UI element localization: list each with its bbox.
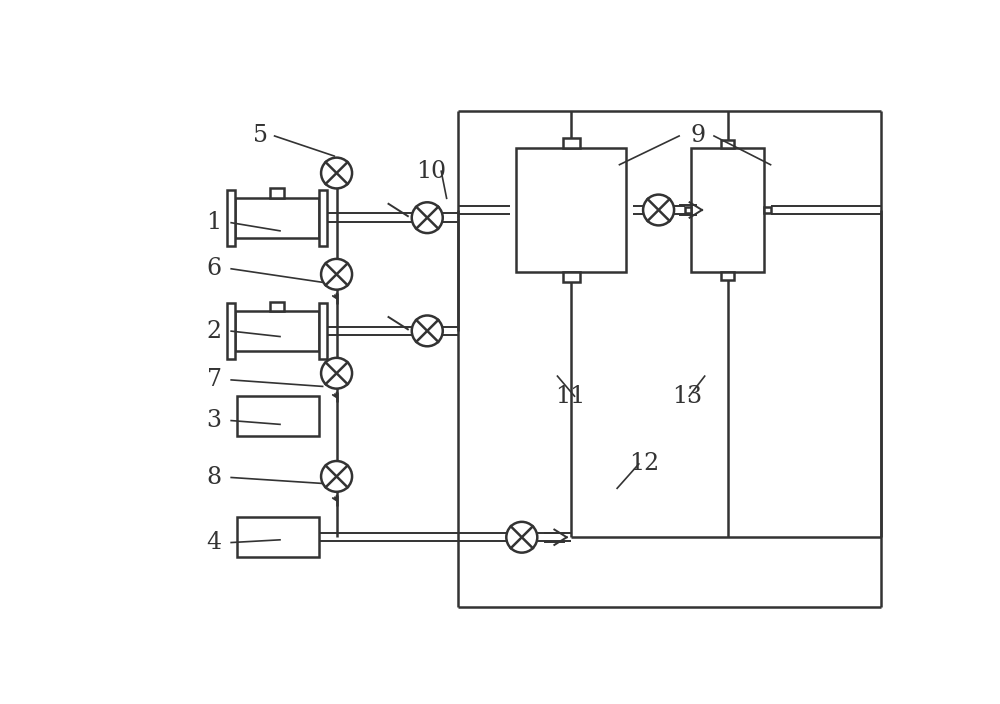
Bar [319, 189, 326, 246]
Text: 8: 8 [207, 466, 222, 489]
Bar [227, 189, 235, 246]
Bar [270, 189, 284, 198]
Text: 2: 2 [207, 320, 222, 343]
Bar [764, 207, 771, 213]
Bar [721, 272, 734, 280]
Bar [235, 198, 319, 238]
Text: 3: 3 [207, 409, 222, 432]
Text: 11: 11 [556, 384, 586, 408]
Circle shape [321, 461, 352, 492]
Text: 9: 9 [691, 125, 706, 147]
Text: 5: 5 [253, 125, 268, 147]
Circle shape [412, 202, 443, 233]
Bar [563, 139, 580, 148]
Circle shape [321, 358, 352, 389]
Bar [235, 311, 319, 351]
Circle shape [506, 522, 537, 553]
Text: 7: 7 [207, 368, 222, 391]
Bar [319, 303, 326, 359]
Bar [721, 140, 734, 148]
Bar [516, 148, 626, 272]
Circle shape [643, 194, 674, 225]
Circle shape [412, 315, 443, 346]
Bar [691, 148, 764, 272]
Circle shape [321, 158, 352, 189]
Bar [685, 207, 691, 213]
Bar [237, 396, 319, 436]
Bar [227, 303, 235, 359]
Text: 12: 12 [629, 453, 659, 475]
Circle shape [321, 259, 352, 289]
Text: 1: 1 [207, 211, 222, 234]
Bar [237, 517, 319, 558]
Text: 10: 10 [416, 160, 446, 183]
Bar [270, 301, 284, 311]
Text: 4: 4 [207, 531, 222, 554]
Bar [563, 272, 580, 282]
Text: 6: 6 [207, 257, 222, 280]
Text: 13: 13 [672, 384, 702, 408]
